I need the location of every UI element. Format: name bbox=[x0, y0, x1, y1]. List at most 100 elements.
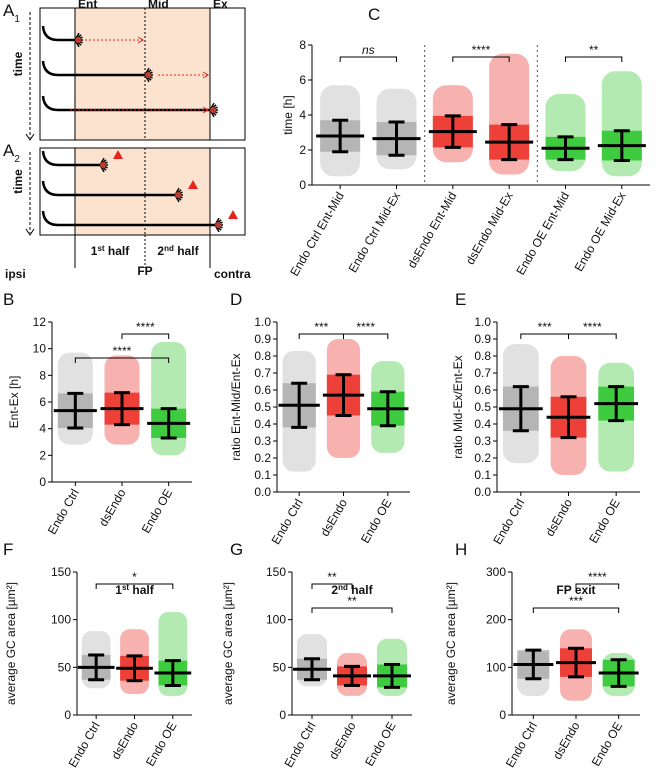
panel-frame bbox=[39, 147, 246, 236]
arrow-head bbox=[202, 106, 209, 114]
text-part: 1 bbox=[115, 583, 122, 597]
x-tick-label: Endo Ctrl bbox=[66, 720, 103, 770]
x-tick-label: dsEndo bbox=[318, 496, 351, 539]
significance-bracket bbox=[452, 56, 510, 62]
x-tick-label: Endo OE bbox=[358, 497, 394, 546]
panel-letter: D bbox=[230, 290, 242, 309]
y-tick-label: 0.8 bbox=[474, 349, 491, 363]
significance-label: **** bbox=[472, 43, 491, 57]
significance-bracket bbox=[298, 333, 344, 339]
significance-label: *** bbox=[538, 320, 552, 334]
arrow-head bbox=[202, 71, 209, 79]
y-tick-label: 0 bbox=[39, 475, 46, 489]
text-part: nd bbox=[338, 583, 348, 592]
text-part: half bbox=[174, 244, 200, 258]
text-part: 2 bbox=[14, 154, 20, 165]
y-tick-label: 1.0 bbox=[254, 315, 271, 329]
growth-cone-tip bbox=[75, 37, 81, 43]
y-tick-label: 0 bbox=[299, 178, 306, 192]
x-tick-label: dsEndo bbox=[550, 719, 583, 762]
marker-triangle bbox=[113, 150, 123, 159]
significance-bracket bbox=[575, 583, 620, 589]
text-part: st bbox=[97, 244, 104, 253]
significance-label: ns bbox=[362, 43, 375, 57]
text-part: half bbox=[105, 244, 131, 258]
x-tick-label: Endo Ctrl bbox=[269, 497, 306, 547]
y-tick-label: 10 bbox=[33, 342, 47, 356]
arrow-head bbox=[137, 36, 144, 44]
y-tick-label: 4 bbox=[39, 422, 46, 436]
significance-bracket bbox=[343, 333, 389, 339]
y-tick-label: 2 bbox=[299, 143, 306, 157]
panel-letter: C bbox=[368, 5, 380, 24]
panel-letter: E bbox=[455, 290, 466, 309]
y-axis-label: time [h] bbox=[281, 95, 295, 134]
position-label: Ent bbox=[78, 0, 97, 11]
y-tick-label: 50 bbox=[273, 660, 287, 674]
y-tick-label: 12 bbox=[33, 315, 47, 329]
y-tick-label: 150 bbox=[266, 565, 286, 579]
region-label: 1st half bbox=[91, 244, 130, 259]
significance-bracket bbox=[311, 607, 393, 613]
x-tick-label: Endo OE bbox=[362, 720, 398, 769]
x-tick-label: dsEndo bbox=[543, 496, 576, 539]
text-part: 2 bbox=[331, 583, 338, 597]
significance-bracket bbox=[565, 56, 623, 62]
x-tick-label: Endo OE bbox=[589, 720, 625, 769]
y-tick-label: 0.1 bbox=[254, 468, 271, 482]
text-part: FP exit bbox=[556, 583, 595, 597]
y-axis-label: average GC area [µm²] bbox=[221, 582, 235, 705]
marker-triangle bbox=[228, 210, 238, 219]
x-tick-label: Endo Ctrl Mid-Ex bbox=[346, 190, 403, 276]
significance-label: **** bbox=[583, 320, 602, 334]
y-tick-label: 1.0 bbox=[474, 315, 491, 329]
panel-letter: F bbox=[3, 540, 13, 559]
panel-letter: G bbox=[230, 540, 243, 559]
significance-label: *** bbox=[314, 320, 328, 334]
y-tick-label: 2 bbox=[39, 448, 46, 462]
axon bbox=[41, 95, 210, 112]
significance-label: **** bbox=[356, 320, 375, 334]
y-tick-label: 0.5 bbox=[474, 400, 491, 414]
y-axis-label: average GC area [µm²] bbox=[4, 582, 18, 705]
axon bbox=[41, 25, 75, 42]
y-tick-label: 300 bbox=[486, 565, 506, 579]
growth-cone-tip bbox=[210, 107, 216, 113]
axon bbox=[41, 150, 100, 167]
significance-bracket bbox=[74, 357, 170, 363]
text-part: 2 bbox=[157, 244, 164, 258]
y-tick-label: 0.3 bbox=[474, 434, 491, 448]
y-tick-label: 6 bbox=[39, 395, 46, 409]
y-tick-label: 0.2 bbox=[254, 451, 271, 465]
y-tick-label: 0.5 bbox=[254, 400, 271, 414]
position-label: Ex bbox=[213, 0, 228, 11]
arrow-head bbox=[25, 133, 35, 141]
growth-cone-tip bbox=[215, 222, 221, 228]
text-part: A bbox=[3, 141, 15, 160]
significance-label: ** bbox=[589, 43, 599, 57]
significance-bracket bbox=[568, 333, 617, 339]
y-tick-label: 0 bbox=[499, 708, 506, 722]
growth-cone-tip bbox=[145, 72, 151, 78]
x-tick-label: dsEndo Ent-Mid bbox=[405, 190, 460, 271]
y-axis-label: ratio Mid-Ex/Ent-Ex bbox=[451, 355, 465, 458]
arrow-head bbox=[25, 228, 35, 236]
text-part: half bbox=[129, 583, 155, 597]
text-part: half bbox=[348, 583, 374, 597]
y-tick-label: 6 bbox=[299, 73, 306, 87]
axon bbox=[41, 210, 215, 227]
x-tick-label: Endo OE Mid-Ex bbox=[572, 190, 629, 274]
x-tick-label: Endo OE bbox=[586, 497, 622, 546]
y-axis-label: average GC area [µm²] bbox=[444, 582, 458, 705]
y-tick-label: 0.4 bbox=[474, 417, 491, 431]
panel-letter: A1 bbox=[3, 1, 20, 25]
x-tick-label: Endo OE Ent-Mid bbox=[513, 190, 572, 278]
significance-bracket bbox=[121, 333, 170, 339]
x-tick-label: dsEndo bbox=[109, 719, 142, 762]
x-tick-label: Endo Ctrl bbox=[45, 487, 82, 537]
significance-bracket bbox=[339, 56, 397, 62]
significance-bracket bbox=[311, 583, 353, 589]
growth-cone-tip bbox=[175, 192, 181, 198]
y-tick-label: 0.4 bbox=[254, 417, 271, 431]
